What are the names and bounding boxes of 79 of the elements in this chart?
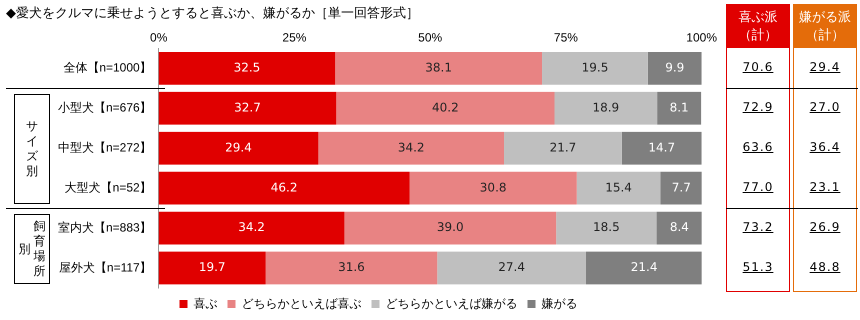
bar — [410, 172, 577, 205]
bar — [158, 212, 344, 244]
data-label: 18.9 — [592, 100, 620, 114]
bar — [586, 252, 702, 284]
legend-label: 嫌がる — [542, 296, 578, 310]
text: 70.6 — [742, 60, 774, 74]
bar — [657, 92, 702, 125]
y-tick-label: 屋外犬【n=117】 — [58, 260, 152, 274]
x-tick-label: 100% — [686, 30, 718, 45]
bar — [437, 252, 586, 284]
legend-label: どちらかといえば嫌がる — [386, 296, 518, 310]
data-label: 39.0 — [436, 220, 464, 234]
bar — [266, 252, 438, 284]
data-label: 19.5 — [582, 60, 608, 74]
text: 48.8 — [808, 260, 842, 274]
data-label: 46.2 — [270, 180, 298, 194]
y-tick-label: 大型犬【n=52】 — [64, 180, 152, 194]
bar — [335, 52, 542, 85]
bar — [344, 212, 556, 244]
text: 36.4 — [808, 140, 842, 154]
text: サイズ別 — [26, 119, 38, 180]
data-label: 32.5 — [234, 60, 260, 74]
bar — [158, 252, 266, 284]
text: 23.1 — [808, 180, 842, 194]
legend-label: 喜ぶ — [194, 296, 218, 310]
bar — [318, 132, 504, 165]
bar — [158, 92, 336, 125]
data-label: 21.4 — [630, 260, 658, 274]
data-label: 18.5 — [593, 220, 620, 234]
bar — [656, 212, 702, 244]
bar — [576, 172, 660, 205]
bar — [554, 92, 658, 125]
bar — [556, 212, 657, 244]
y-tick-label: 室内犬【n=883】 — [58, 220, 152, 234]
text: 63.6 — [742, 140, 774, 154]
data-label: 14.7 — [648, 140, 676, 154]
data-label: 31.6 — [338, 260, 365, 274]
y-tick-label: 小型犬【n=676】 — [58, 100, 152, 115]
data-label: 8.1 — [670, 100, 689, 114]
text: 27.0 — [808, 100, 842, 114]
data-label: 30.8 — [480, 180, 507, 194]
text: 26.9 — [808, 220, 842, 234]
bar — [660, 172, 702, 205]
x-tick-label: 50% — [418, 30, 443, 45]
text: 72.9 — [742, 100, 774, 114]
legend-label: どちらかといえば喜ぶ — [242, 296, 362, 310]
data-label: 32.7 — [234, 100, 261, 114]
bar — [158, 172, 410, 205]
bar — [648, 52, 702, 85]
text: 73.2 — [742, 220, 774, 234]
data-label: 34.2 — [238, 220, 265, 234]
data-label: 9.9 — [665, 60, 684, 74]
data-label: 7.7 — [672, 180, 691, 194]
x-tick-label: 25% — [282, 30, 307, 45]
x-tick-label: 75% — [554, 30, 578, 45]
data-label: 8.4 — [670, 220, 689, 234]
bar — [622, 132, 702, 165]
bar — [158, 132, 318, 165]
bar — [158, 52, 336, 85]
data-label: 19.7 — [198, 260, 226, 274]
bar — [504, 132, 622, 165]
data-label: 38.1 — [425, 60, 452, 74]
bar — [336, 92, 555, 125]
text: 29.4 — [808, 60, 842, 74]
data-label: 21.7 — [550, 140, 576, 154]
chart-title: ◆愛犬をクルマに乗せようとすると喜ぶか、嫌がるか［単一回答形式］ — [6, 5, 419, 22]
y-tick-label: 全体【n=1000】 — [63, 60, 152, 75]
text: 77.0 — [742, 180, 774, 194]
data-label: 29.4 — [225, 140, 252, 154]
y-tick-label: 中型犬【n=272】 — [58, 140, 152, 155]
data-label: 15.4 — [605, 180, 632, 194]
bar — [542, 52, 648, 85]
data-label: 34.2 — [398, 140, 425, 154]
text: 嫌がる派（計） — [793, 4, 857, 48]
data-label: 27.4 — [498, 260, 525, 274]
text: 51.3 — [742, 260, 774, 274]
text: 喜ぶ派（計） — [726, 4, 790, 48]
data-label: 40.2 — [432, 100, 459, 114]
x-tick-label: 0% — [150, 30, 168, 45]
